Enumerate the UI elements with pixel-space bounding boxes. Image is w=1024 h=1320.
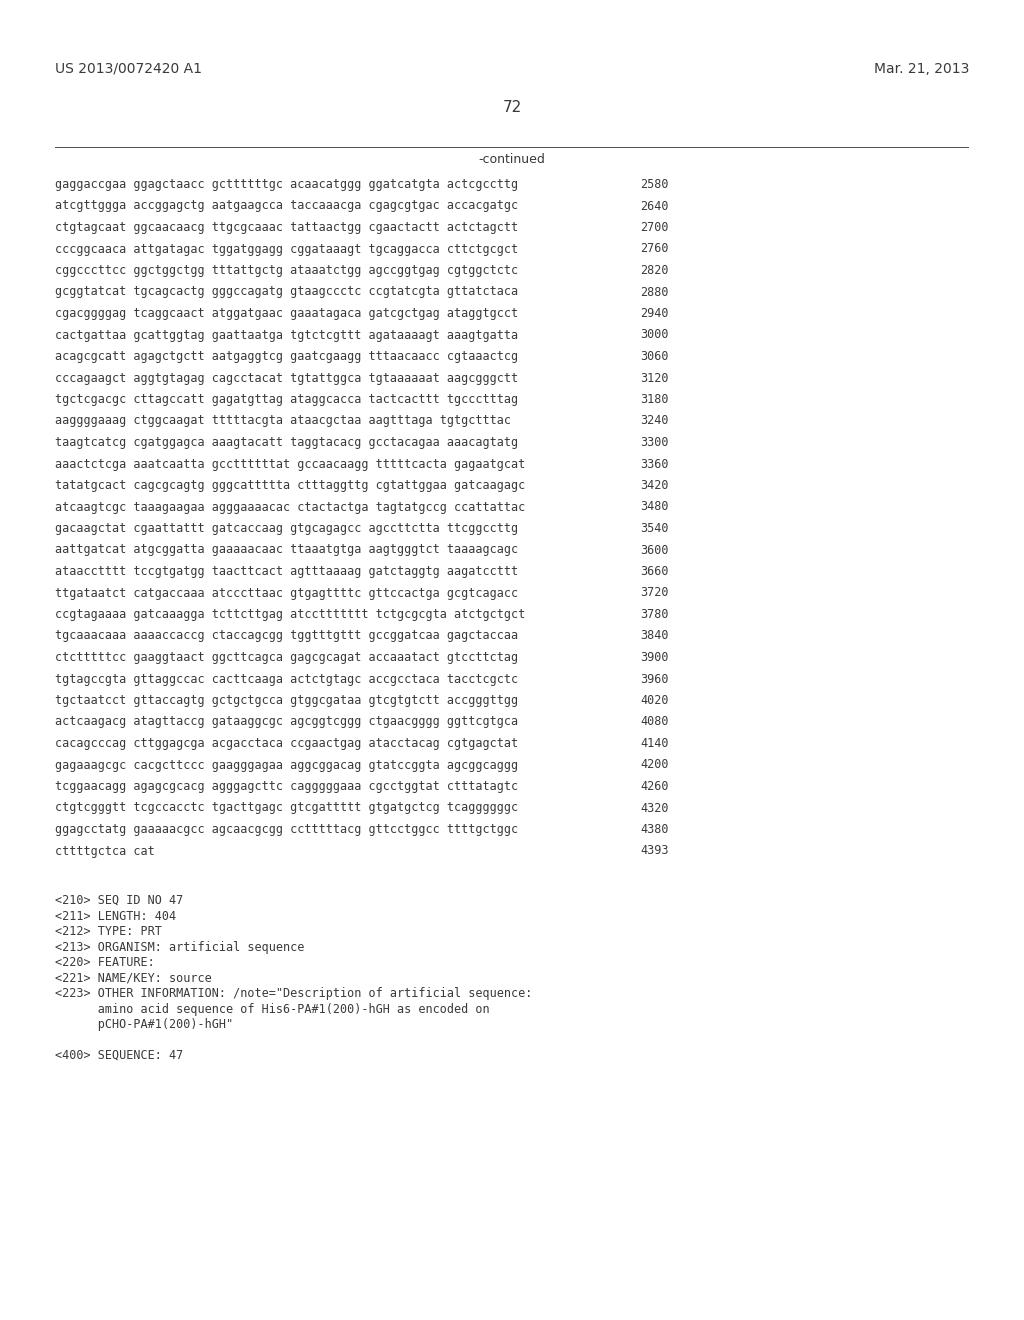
Text: tgctaatcct gttaccagtg gctgctgcca gtggcgataa gtcgtgtctt accgggttgg: tgctaatcct gttaccagtg gctgctgcca gtggcga… <box>55 694 518 708</box>
Text: cccggcaaca attgatagac tggatggagg cggataaagt tgcaggacca cttctgcgct: cccggcaaca attgatagac tggatggagg cggataa… <box>55 243 518 256</box>
Text: <400> SEQUENCE: 47: <400> SEQUENCE: 47 <box>55 1049 183 1063</box>
Text: ggagcctatg gaaaaacgcc agcaacgcgg cctttttacg gttcctggcc ttttgctggc: ggagcctatg gaaaaacgcc agcaacgcgg ccttttt… <box>55 822 518 836</box>
Text: 3840: 3840 <box>640 630 669 643</box>
Text: 2940: 2940 <box>640 308 669 319</box>
Text: <213> ORGANISM: artificial sequence: <213> ORGANISM: artificial sequence <box>55 940 304 953</box>
Text: 3360: 3360 <box>640 458 669 470</box>
Text: aattgatcat atgcggatta gaaaaacaac ttaaatgtga aagtgggtct taaaagcagc: aattgatcat atgcggatta gaaaaacaac ttaaatg… <box>55 544 518 557</box>
Text: 2640: 2640 <box>640 199 669 213</box>
Text: gacaagctat cgaattattt gatcaccaag gtgcagagcc agccttctta ttcggccttg: gacaagctat cgaattattt gatcaccaag gtgcaga… <box>55 521 518 535</box>
Text: tcggaacagg agagcgcacg agggagcttc cagggggaaa cgcctggtat ctttatagtc: tcggaacagg agagcgcacg agggagcttc caggggg… <box>55 780 518 793</box>
Text: 3540: 3540 <box>640 521 669 535</box>
Text: 3060: 3060 <box>640 350 669 363</box>
Text: 3240: 3240 <box>640 414 669 428</box>
Text: 4260: 4260 <box>640 780 669 793</box>
Text: 4393: 4393 <box>640 845 669 858</box>
Text: gagaaagcgc cacgcttccc gaagggagaa aggcggacag gtatccggta agcggcaggg: gagaaagcgc cacgcttccc gaagggagaa aggcgga… <box>55 759 518 771</box>
Text: 3600: 3600 <box>640 544 669 557</box>
Text: 3300: 3300 <box>640 436 669 449</box>
Text: -continued: -continued <box>478 153 546 166</box>
Text: 2580: 2580 <box>640 178 669 191</box>
Text: ctgtcgggtt tcgccacctc tgacttgagc gtcgattttt gtgatgctcg tcaggggggc: ctgtcgggtt tcgccacctc tgacttgagc gtcgatt… <box>55 801 518 814</box>
Text: 2760: 2760 <box>640 243 669 256</box>
Text: actcaagacg atagttaccg gataaggcgc agcggtcggg ctgaacgggg ggttcgtgca: actcaagacg atagttaccg gataaggcgc agcggtc… <box>55 715 518 729</box>
Text: <210> SEQ ID NO 47: <210> SEQ ID NO 47 <box>55 894 183 907</box>
Text: 72: 72 <box>503 100 521 115</box>
Text: pCHO-PA#1(200)-hGH": pCHO-PA#1(200)-hGH" <box>55 1018 233 1031</box>
Text: <221> NAME/KEY: source: <221> NAME/KEY: source <box>55 972 212 985</box>
Text: <223> OTHER INFORMATION: /note="Description of artificial sequence:: <223> OTHER INFORMATION: /note="Descript… <box>55 987 532 1001</box>
Text: ataacctttt tccgtgatgg taacttcact agtttaaaag gatctaggtg aagatccttt: ataacctttt tccgtgatgg taacttcact agtttaa… <box>55 565 518 578</box>
Text: cccagaagct aggtgtagag cagcctacat tgtattggca tgtaaaaaat aagcgggctt: cccagaagct aggtgtagag cagcctacat tgtattg… <box>55 371 518 384</box>
Text: tgtagccgta gttaggccac cacttcaaga actctgtagc accgcctaca tacctcgctc: tgtagccgta gttaggccac cacttcaaga actctgt… <box>55 672 518 685</box>
Text: taagtcatcg cgatggagca aaagtacatt taggtacacg gcctacagaa aaacagtatg: taagtcatcg cgatggagca aaagtacatt taggtac… <box>55 436 518 449</box>
Text: 4380: 4380 <box>640 822 669 836</box>
Text: 3000: 3000 <box>640 329 669 342</box>
Text: <220> FEATURE:: <220> FEATURE: <box>55 956 155 969</box>
Text: cactgattaa gcattggtag gaattaatga tgtctcgttt agataaaagt aaagtgatta: cactgattaa gcattggtag gaattaatga tgtctcg… <box>55 329 518 342</box>
Text: 2700: 2700 <box>640 220 669 234</box>
Text: cttttgctca cat: cttttgctca cat <box>55 845 155 858</box>
Text: 4200: 4200 <box>640 759 669 771</box>
Text: <212> TYPE: PRT: <212> TYPE: PRT <box>55 925 162 939</box>
Text: 3120: 3120 <box>640 371 669 384</box>
Text: cacagcccag cttggagcga acgacctaca ccgaactgag atacctacag cgtgagctat: cacagcccag cttggagcga acgacctaca ccgaact… <box>55 737 518 750</box>
Text: acagcgcatt agagctgctt aatgaggtcg gaatcgaagg tttaacaacc cgtaaactcg: acagcgcatt agagctgctt aatgaggtcg gaatcga… <box>55 350 518 363</box>
Text: cgacggggag tcaggcaact atggatgaac gaaatagaca gatcgctgag ataggtgcct: cgacggggag tcaggcaact atggatgaac gaaatag… <box>55 308 518 319</box>
Text: 4080: 4080 <box>640 715 669 729</box>
Text: tatatgcact cagcgcagtg gggcattttta ctttaggttg cgtattggaa gatcaagagc: tatatgcact cagcgcagtg gggcattttta ctttag… <box>55 479 525 492</box>
Text: <211> LENGTH: 404: <211> LENGTH: 404 <box>55 909 176 923</box>
Text: gcggtatcat tgcagcactg gggccagatg gtaagccctc ccgtatcgta gttatctaca: gcggtatcat tgcagcactg gggccagatg gtaagcc… <box>55 285 518 298</box>
Text: Mar. 21, 2013: Mar. 21, 2013 <box>873 62 969 77</box>
Text: aaactctcga aaatcaatta gccttttttat gccaacaagg tttttcacta gagaatgcat: aaactctcga aaatcaatta gccttttttat gccaac… <box>55 458 525 470</box>
Text: 4320: 4320 <box>640 801 669 814</box>
Text: atcaagtcgc taaagaagaa agggaaaacac ctactactga tagtatgccg ccattattac: atcaagtcgc taaagaagaa agggaaaacac ctacta… <box>55 500 525 513</box>
Text: tgctcgacgc cttagccatt gagatgttag ataggcacca tactcacttt tgccctttag: tgctcgacgc cttagccatt gagatgttag ataggca… <box>55 393 518 407</box>
Text: cggcccttcc ggctggctgg tttattgctg ataaatctgg agccggtgag cgtggctctc: cggcccttcc ggctggctgg tttattgctg ataaatc… <box>55 264 518 277</box>
Text: 3660: 3660 <box>640 565 669 578</box>
Text: 2820: 2820 <box>640 264 669 277</box>
Text: atcgttggga accggagctg aatgaagcca taccaaacga cgagcgtgac accacgatgc: atcgttggga accggagctg aatgaagcca taccaaa… <box>55 199 518 213</box>
Text: tgcaaacaaa aaaaccaccg ctaccagcgg tggtttgttt gccggatcaa gagctaccaa: tgcaaacaaa aaaaccaccg ctaccagcgg tggtttg… <box>55 630 518 643</box>
Text: 3180: 3180 <box>640 393 669 407</box>
Text: 3900: 3900 <box>640 651 669 664</box>
Text: 2880: 2880 <box>640 285 669 298</box>
Text: ttgataatct catgaccaaa atcccttaac gtgagttttc gttccactga gcgtcagacc: ttgataatct catgaccaaa atcccttaac gtgagtt… <box>55 586 518 599</box>
Text: 4020: 4020 <box>640 694 669 708</box>
Text: gaggaccgaa ggagctaacc gcttttttgc acaacatggg ggatcatgta actcgccttg: gaggaccgaa ggagctaacc gcttttttgc acaacat… <box>55 178 518 191</box>
Text: 3480: 3480 <box>640 500 669 513</box>
Text: aaggggaaag ctggcaagat tttttacgta ataacgctaa aagtttaga tgtgctttac: aaggggaaag ctggcaagat tttttacgta ataacgc… <box>55 414 511 428</box>
Text: 3960: 3960 <box>640 672 669 685</box>
Text: 3780: 3780 <box>640 609 669 620</box>
Text: ctctttttcc gaaggtaact ggcttcagca gagcgcagat accaaatact gtccttctag: ctctttttcc gaaggtaact ggcttcagca gagcgca… <box>55 651 518 664</box>
Text: 4140: 4140 <box>640 737 669 750</box>
Text: 3720: 3720 <box>640 586 669 599</box>
Text: ctgtagcaat ggcaacaacg ttgcgcaaac tattaactgg cgaactactt actctagctt: ctgtagcaat ggcaacaacg ttgcgcaaac tattaac… <box>55 220 518 234</box>
Text: 3420: 3420 <box>640 479 669 492</box>
Text: US 2013/0072420 A1: US 2013/0072420 A1 <box>55 62 202 77</box>
Text: amino acid sequence of His6-PA#1(200)-hGH as encoded on: amino acid sequence of His6-PA#1(200)-hG… <box>55 1002 489 1015</box>
Text: ccgtagaaaa gatcaaagga tcttcttgag atccttttttt tctgcgcgta atctgctgct: ccgtagaaaa gatcaaagga tcttcttgag atccttt… <box>55 609 525 620</box>
